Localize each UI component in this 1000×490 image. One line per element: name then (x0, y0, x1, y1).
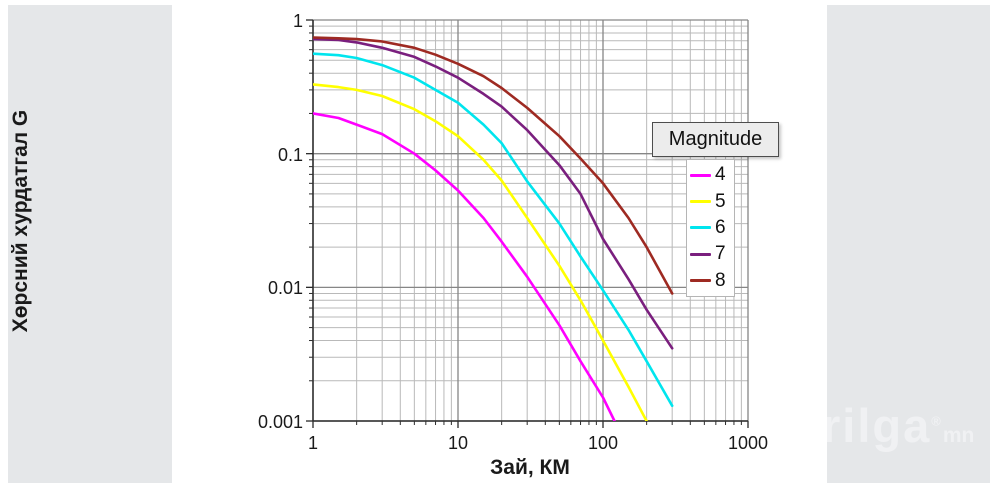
curve-magnitude-7 (313, 37, 674, 350)
legend-item-magnitude-7: 7 (690, 243, 731, 265)
curve-magnitude-4 (313, 112, 616, 422)
legend-item-magnitude-4: 4 (690, 164, 731, 186)
y-tick-label-1: 1 (292, 11, 303, 31)
curve-magnitude-6 (313, 52, 674, 408)
y-tick-label-0.001: 0.001 (257, 412, 303, 432)
y-tick-label-0.01: 0.01 (267, 278, 303, 298)
legend-title-box: Magnitude (652, 122, 779, 157)
x-tick-label-100: 100 (587, 433, 619, 453)
watermark-suffix: mn (942, 424, 975, 447)
site-watermark: rilga®mn (822, 398, 974, 453)
x-tick-label-1000: 1000 (727, 433, 769, 453)
legend-line-swatch (690, 200, 711, 204)
registered-mark: ® (931, 413, 943, 429)
legend-line-swatch (690, 252, 711, 256)
curve-magnitude-8 (313, 36, 674, 295)
legend-title: Magnitude (668, 128, 763, 150)
legend-item-label: 8 (715, 269, 726, 291)
legend-item-label: 6 (715, 216, 726, 238)
legend-item-label: 7 (715, 243, 726, 265)
legend-item-label: 4 (715, 164, 726, 186)
legend-item-magnitude-6: 6 (690, 217, 731, 239)
x-tick-label-10: 10 (447, 433, 469, 453)
y-axis-title: Хөрсний хурдатгал G (9, 109, 32, 333)
legend-line-swatch (690, 226, 711, 230)
legend-line-swatch (690, 173, 711, 177)
curve-magnitude-5 (313, 83, 648, 422)
legend-item-label: 5 (715, 190, 726, 212)
x-tick-label-1: 1 (307, 433, 318, 453)
legend-entries-box: 4 5 6 7 8 (686, 159, 735, 297)
legend-line-swatch (690, 279, 711, 283)
legend-item-magnitude-5: 5 (690, 191, 731, 213)
legend-item-magnitude-8: 8 (690, 270, 731, 292)
y-tick-label-0.1: 0.1 (277, 145, 303, 165)
watermark-text: rilga (822, 399, 932, 452)
x-axis-title: Зай, КМ (490, 456, 570, 479)
